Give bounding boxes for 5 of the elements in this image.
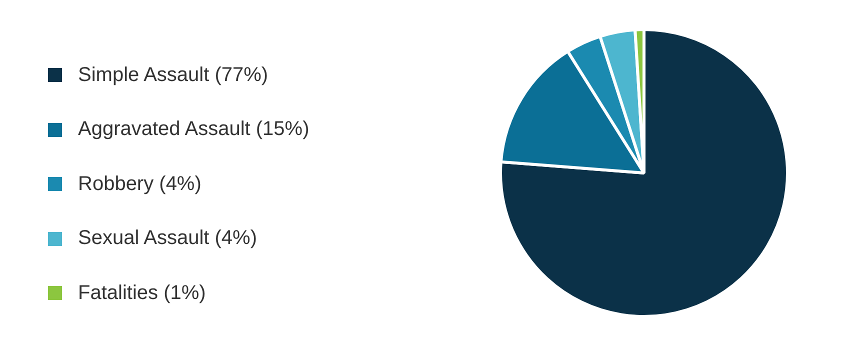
legend-label: Fatalities (1%) [78,282,206,305]
legend-label: Sexual Assault (4%) [78,227,257,250]
legend-label: Simple Assault (77%) [78,64,268,87]
legend-label: Aggravated Assault (15%) [78,118,310,142]
legend-label: Robbery (4%) [78,172,202,196]
